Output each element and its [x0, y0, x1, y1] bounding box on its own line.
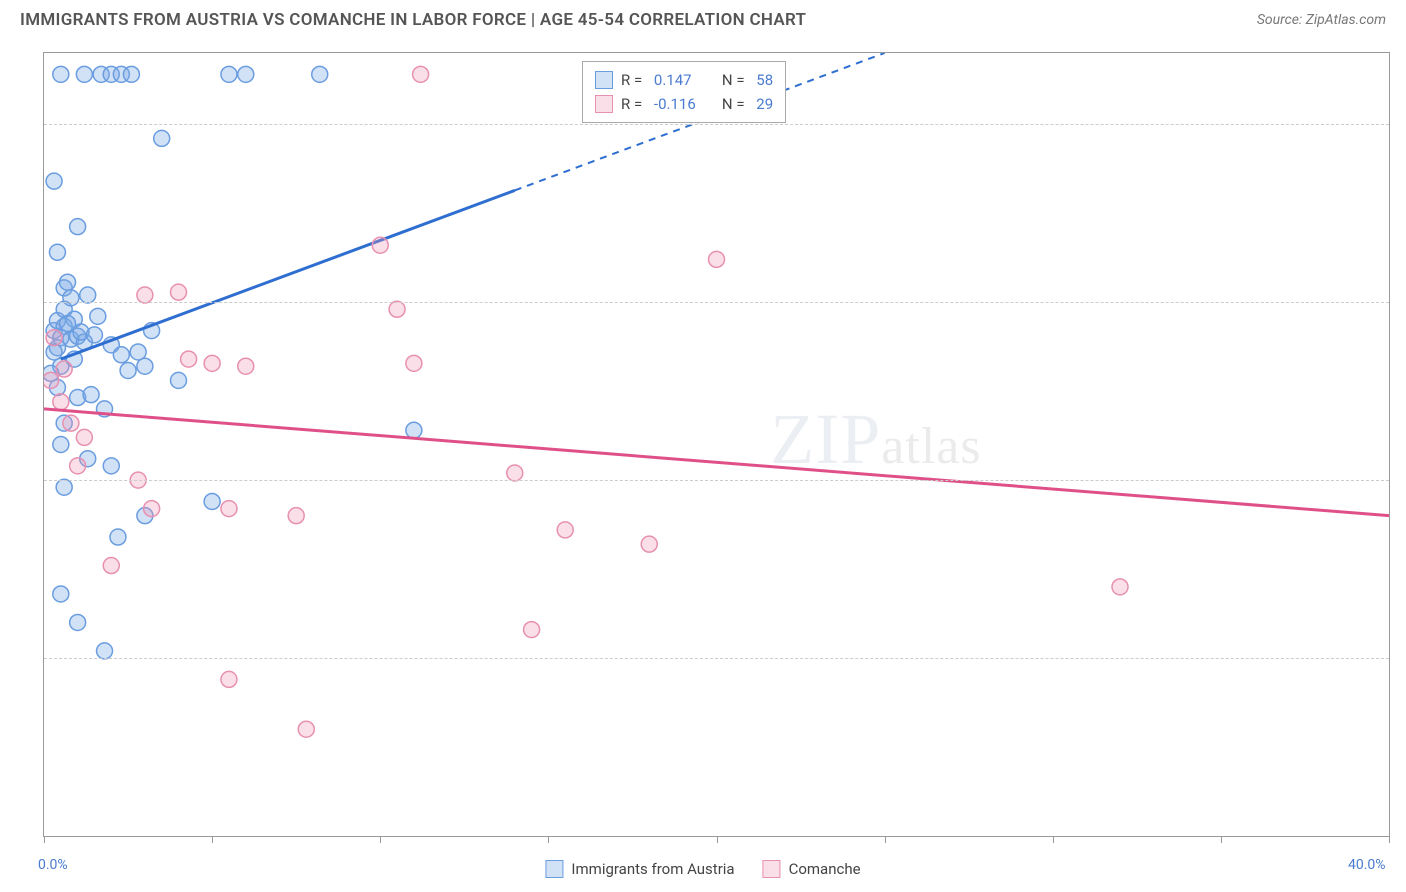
- data-point: [63, 290, 79, 306]
- chart-plot-area: ZIPatlas R = 0.147 N = 58 R = -0.116 N =…: [43, 52, 1390, 837]
- x-tick: [44, 836, 45, 843]
- data-point: [181, 351, 197, 367]
- y-tick-label: 62.5%: [1397, 650, 1406, 666]
- data-point: [557, 522, 573, 538]
- x-tick: [548, 836, 549, 843]
- data-point: [312, 66, 328, 82]
- data-point: [298, 721, 314, 737]
- data-point: [70, 458, 86, 474]
- data-point: [80, 287, 96, 303]
- swatch-series2: [595, 95, 613, 113]
- correlation-legend: R = 0.147 N = 58 R = -0.116 N = 29: [582, 61, 786, 123]
- y-tick-label: 100.0%: [1397, 116, 1406, 132]
- data-point: [406, 355, 422, 371]
- data-point: [103, 458, 119, 474]
- x-tick: [1221, 836, 1222, 843]
- chart-title: IMMIGRANTS FROM AUSTRIA VS COMANCHE IN L…: [20, 10, 806, 30]
- legend-label: Comanche: [789, 860, 861, 878]
- data-point: [171, 284, 187, 300]
- x-axis-min-label: 0.0%: [38, 857, 68, 873]
- chart-source: Source: ZipAtlas.com: [1257, 12, 1386, 28]
- data-point: [413, 66, 429, 82]
- trend-line: [44, 409, 1389, 516]
- data-point: [238, 358, 254, 374]
- data-point: [76, 429, 92, 445]
- data-point: [507, 465, 523, 481]
- data-point: [97, 643, 113, 659]
- data-point: [63, 415, 79, 431]
- data-point: [46, 173, 62, 189]
- x-tick: [212, 836, 213, 843]
- data-point: [709, 251, 725, 267]
- data-point: [103, 558, 119, 574]
- data-point: [44, 372, 59, 388]
- legend-swatch: [545, 860, 563, 878]
- data-point: [123, 66, 139, 82]
- x-tick: [380, 836, 381, 843]
- series-legend: Immigrants from Austria Comanche: [545, 860, 860, 878]
- data-point: [137, 358, 153, 374]
- gridline-h: [44, 480, 1389, 481]
- data-point: [53, 66, 69, 82]
- gridline-h: [44, 124, 1389, 125]
- data-point: [204, 355, 220, 371]
- swatch-series1: [595, 71, 613, 89]
- gridline-h: [44, 302, 1389, 303]
- legend-label: Immigrants from Austria: [571, 860, 734, 878]
- data-point: [56, 361, 72, 377]
- x-tick: [1389, 836, 1390, 843]
- data-point: [90, 308, 106, 324]
- n-value-1: 58: [756, 68, 773, 92]
- data-point: [221, 66, 237, 82]
- x-tick: [1053, 836, 1054, 843]
- data-point: [137, 287, 153, 303]
- legend-item: Immigrants from Austria: [545, 860, 734, 878]
- data-point: [221, 671, 237, 687]
- legend-row-series1: R = 0.147 N = 58: [595, 68, 773, 92]
- data-point: [46, 330, 62, 346]
- gridline-h: [44, 658, 1389, 659]
- data-point: [83, 387, 99, 403]
- x-axis-max-label: 40.0%: [1348, 857, 1386, 873]
- data-point: [60, 274, 76, 290]
- data-point: [372, 237, 388, 253]
- data-point: [56, 479, 72, 495]
- y-tick-label: 87.5%: [1397, 294, 1406, 310]
- data-point: [221, 501, 237, 517]
- r-value-1: 0.147: [654, 68, 710, 92]
- y-tick-label: 75.0%: [1397, 472, 1406, 488]
- n-value-2: 29: [756, 92, 773, 116]
- legend-item: Comanche: [763, 860, 861, 878]
- data-point: [389, 301, 405, 317]
- data-point: [204, 493, 220, 509]
- x-tick: [717, 836, 718, 843]
- data-point: [70, 219, 86, 235]
- data-point: [238, 66, 254, 82]
- data-point: [288, 508, 304, 524]
- data-point: [120, 362, 136, 378]
- data-point: [524, 622, 540, 638]
- data-point: [76, 66, 92, 82]
- scatter-svg: [44, 53, 1389, 836]
- data-point: [53, 586, 69, 602]
- data-point: [53, 394, 69, 410]
- r-value-2: -0.116: [654, 92, 710, 116]
- chart-header: IMMIGRANTS FROM AUSTRIA VS COMANCHE IN L…: [0, 0, 1406, 36]
- data-point: [406, 422, 422, 438]
- data-point: [49, 244, 65, 260]
- data-point: [113, 347, 129, 363]
- legend-row-series2: R = -0.116 N = 29: [595, 92, 773, 116]
- data-point: [53, 437, 69, 453]
- data-point: [154, 130, 170, 146]
- trend-line: [61, 190, 515, 359]
- x-tick: [885, 836, 886, 843]
- data-point: [144, 501, 160, 517]
- data-point: [110, 529, 126, 545]
- data-point: [641, 536, 657, 552]
- data-point: [70, 614, 86, 630]
- data-point: [171, 372, 187, 388]
- legend-swatch: [763, 860, 781, 878]
- data-point: [86, 327, 102, 343]
- data-point: [1112, 579, 1128, 595]
